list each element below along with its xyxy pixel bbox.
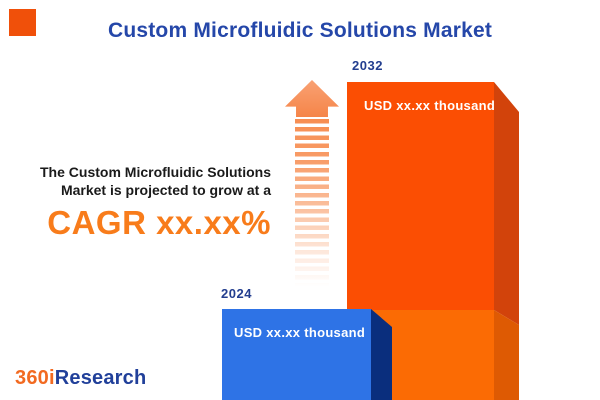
bar-value-2024: USD xx.xx thousand [234, 325, 366, 340]
bar-2032-side-top [494, 82, 519, 325]
bar-2032 [347, 82, 519, 400]
corner-accent-square [9, 9, 36, 36]
bar-2032-side-bottom [494, 310, 519, 400]
description-line-1: The Custom Microfluidic Solutions [40, 164, 271, 180]
bar-2024 [222, 309, 392, 400]
description-line-2: Market is projected to grow at a [60, 182, 271, 198]
bar-2032-front-top [347, 82, 494, 310]
bar-label-2032: 2032 [352, 58, 383, 73]
brand-logo: 360iResearch [15, 367, 146, 390]
brand-logo-suffix: Research [54, 367, 147, 389]
bar-value-2032: USD xx.xx thousand [364, 98, 496, 113]
brand-logo-prefix: 360i [15, 367, 55, 389]
bar-label-2024: 2024 [221, 286, 252, 301]
description-block: The Custom Microfluidic Solutions Market… [0, 163, 271, 242]
cagr-highlight: CAGR xx.xx% [47, 204, 271, 241]
page-title: Custom Microfluidic Solutions Market [107, 19, 493, 42]
bar-2024-side [371, 309, 392, 400]
bar-2024-front [222, 309, 371, 400]
up-arrow-fade-overlay [293, 119, 331, 299]
